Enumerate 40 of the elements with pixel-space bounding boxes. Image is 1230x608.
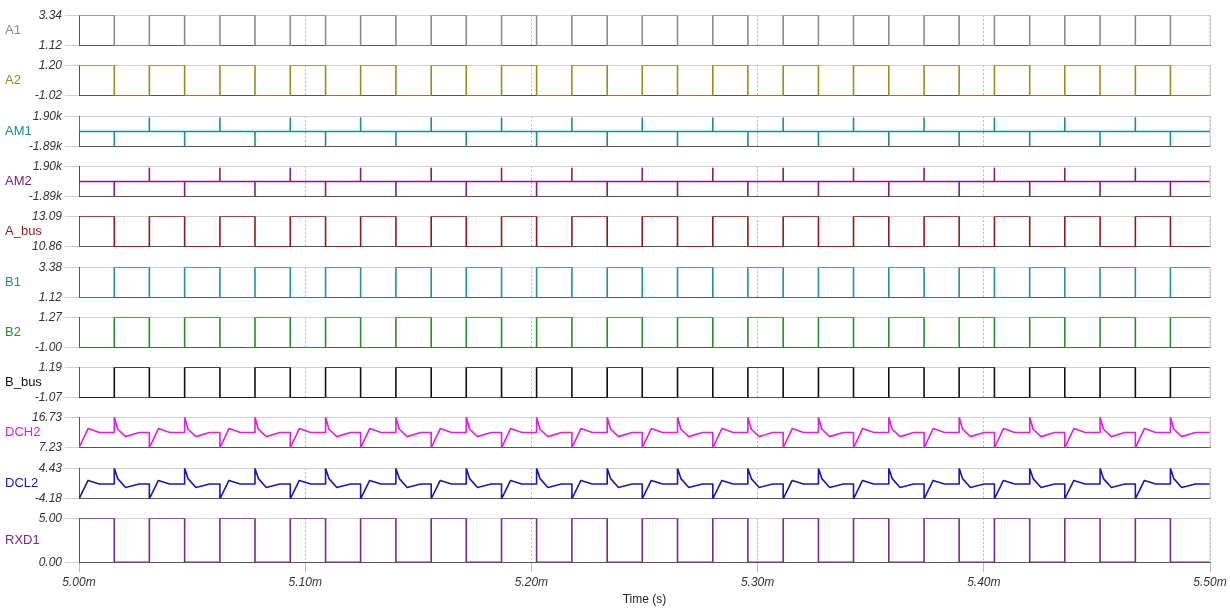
y-tick-label: 4.43	[38, 460, 63, 475]
x-tick-label: 5.40m	[967, 574, 1001, 589]
y-tick-label: 1.27	[38, 309, 64, 324]
x-tick-label: 5.30m	[740, 574, 775, 589]
y-tick-label: 1.90k	[32, 108, 63, 123]
y-tick-label: 13.09	[31, 208, 63, 223]
y-tick-label: 5.00	[38, 510, 63, 525]
y-axis-title: B1	[5, 273, 21, 289]
y-tick-label: 1.90k	[32, 158, 63, 173]
y-axis-title: A_bus	[5, 223, 43, 239]
y-tick-label: -1.02	[34, 88, 63, 103]
y-axis-title: A1	[5, 22, 21, 38]
x-tick-label: 5.50m	[1193, 574, 1227, 589]
y-axis-title: AM2	[5, 172, 32, 188]
y-tick-label: -1.07	[34, 390, 64, 405]
y-axis-title: AM1	[5, 122, 32, 138]
y-tick-label: 3.34	[38, 7, 63, 22]
y-tick-label: 16.73	[31, 409, 63, 424]
y-axis-title: B2	[5, 323, 21, 339]
y-tick-label: 1.20	[38, 57, 63, 72]
y-tick-label: -1.89k	[28, 189, 63, 204]
y-tick-label: 1.12	[38, 289, 63, 304]
y-tick-label: -1.89k	[28, 138, 63, 153]
y-tick-label: 10.86	[31, 239, 63, 254]
y-tick-label: 1.19	[38, 359, 63, 374]
y-axis-title: DCH2	[5, 424, 41, 440]
y-tick-label: 0.00	[38, 554, 63, 569]
x-tick-label: 5.20m	[514, 574, 549, 589]
x-axis-title: Time (s)	[622, 592, 667, 607]
y-axis-title: B_bus	[5, 374, 43, 390]
y-axis-title: RXD1	[5, 531, 40, 547]
y-axis-title: A2	[5, 72, 21, 88]
y-axis-title: DCL2	[5, 474, 39, 490]
y-tick-label: 7.23	[38, 440, 63, 455]
x-tick-label: 5.00m	[62, 574, 96, 589]
y-tick-label: -1.00	[34, 339, 63, 354]
y-tick-label: 1.12	[38, 38, 63, 53]
y-tick-label: -4.18	[34, 490, 63, 505]
y-tick-label: 3.38	[38, 259, 63, 274]
x-tick-label: 5.10m	[288, 574, 322, 589]
